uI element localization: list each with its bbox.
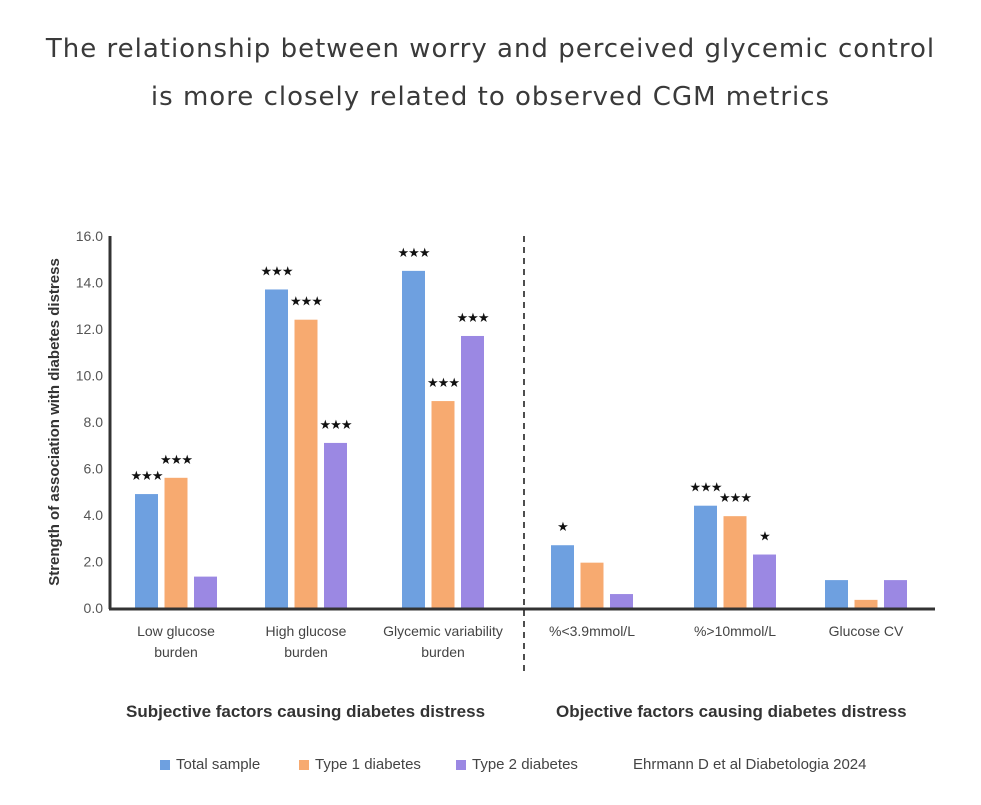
significance-label: ★★★	[398, 246, 430, 261]
significance-label: ★★★	[131, 469, 163, 484]
bar	[580, 562, 604, 608]
significance-label: ★★★	[457, 311, 489, 326]
legend-swatch-total	[160, 759, 170, 770]
bar	[324, 442, 347, 608]
significance-label: ★★★	[690, 481, 722, 496]
legend-item-type1: Type 1 diabetes	[299, 756, 421, 773]
significance-label: ★★★	[320, 418, 352, 433]
x-category-label: High glucose	[266, 623, 347, 639]
bar	[402, 270, 425, 608]
bar	[610, 594, 633, 608]
bar	[194, 576, 217, 608]
legend-item-total: Total sample	[160, 756, 260, 773]
significance-label: ★★★	[261, 264, 293, 279]
legend-swatch-type2	[456, 759, 466, 770]
x-category-label: burden	[421, 644, 465, 660]
y-tick-label: 6.0	[84, 461, 104, 477]
y-tick-label: 10.0	[76, 368, 103, 384]
bar	[294, 319, 318, 608]
x-category-label: Glucose CV	[829, 623, 904, 639]
legend-swatch-type1	[299, 759, 309, 770]
x-category-label: burden	[284, 644, 328, 660]
x-category-label: %>10mmol/L	[694, 623, 776, 639]
bar	[461, 335, 484, 608]
legend-label-type2: Type 2 diabetes	[472, 756, 578, 773]
bar	[265, 289, 288, 608]
chart-title-line-2: is more closely related to observed CGM …	[150, 82, 831, 112]
significance-label: ★	[759, 530, 770, 545]
bar	[551, 545, 574, 608]
bar	[753, 554, 776, 608]
significance-label: ★★★	[427, 376, 459, 391]
chart-title-line-1: The relationship between worry and perce…	[45, 34, 936, 64]
bar	[723, 516, 747, 608]
y-tick-label: 14.0	[76, 275, 103, 291]
y-tick-label: 12.0	[76, 321, 103, 337]
y-tick-label: 0.0	[84, 600, 104, 616]
significance-label: ★	[557, 520, 568, 535]
bar	[694, 505, 717, 608]
y-tick-label: 2.0	[84, 554, 104, 570]
x-category-label: Glycemic variability	[383, 623, 503, 639]
x-category-label: %<3.9mmol/L	[549, 623, 635, 639]
source-citation: Ehrmann D et al Diabetologia 2024	[633, 756, 867, 773]
significance-label: ★★★	[719, 491, 751, 506]
legend: Total sample Type 1 diabetes Type 2 diab…	[0, 756, 981, 780]
subjective-group-label: Subjective factors causing diabetes dist…	[126, 702, 486, 721]
y-tick-label: 8.0	[84, 414, 104, 430]
y-tick-label: 4.0	[84, 507, 104, 523]
x-category-label: Low glucose	[137, 623, 215, 639]
bar	[854, 599, 878, 608]
bar	[164, 477, 188, 608]
significance-label: ★★★	[160, 453, 192, 468]
bar	[135, 494, 158, 608]
significance-label: ★★★	[290, 295, 322, 310]
legend-label-total: Total sample	[176, 756, 261, 773]
bar	[431, 401, 455, 608]
objective-group-label: Objective factors causing diabetes distr…	[556, 702, 907, 721]
legend-item-type2: Type 2 diabetes	[456, 756, 578, 773]
legend-label-type1: Type 1 diabetes	[315, 756, 421, 773]
bar	[825, 580, 848, 608]
bar	[884, 580, 907, 608]
x-category-label: burden	[154, 644, 198, 660]
y-axis-title: Strength of association with diabetes di…	[46, 258, 63, 586]
y-tick-label: 16.0	[76, 228, 103, 244]
